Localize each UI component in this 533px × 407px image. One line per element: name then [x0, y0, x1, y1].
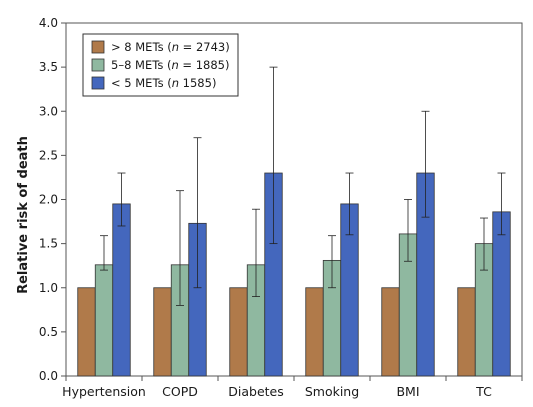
- legend-label: > 8 METs (n = 2743): [111, 40, 230, 54]
- legend-label-n: n: [172, 40, 179, 54]
- legend-label-suffix: = 1885): [179, 58, 230, 72]
- y-tick-label: 2.5: [39, 148, 58, 162]
- legend-label: < 5 METs (n 1585): [111, 76, 216, 90]
- legend-swatch: [91, 76, 105, 90]
- bar: [229, 287, 248, 377]
- x-tick-label: Hypertension: [62, 384, 146, 399]
- legend-label-prefix: < 5 METs (: [111, 76, 172, 90]
- bar: [381, 287, 400, 377]
- bar: [77, 287, 96, 377]
- x-tick-label: Smoking: [305, 384, 359, 399]
- bar: [305, 287, 324, 377]
- legend-label-suffix: = 2743): [179, 40, 230, 54]
- y-tick-label: 1.5: [39, 237, 58, 251]
- bar: [492, 211, 511, 377]
- x-tick-label: BMI: [396, 384, 419, 399]
- y-axis-title: Relative risk of death: [16, 136, 31, 294]
- x-tick-label: Diabetes: [228, 384, 284, 399]
- bar: [457, 287, 476, 377]
- legend: > 8 METs (n = 2743)5–8 METs (n = 1885)< …: [82, 33, 239, 97]
- y-tick-label: 4.0: [39, 16, 58, 30]
- legend-label-prefix: > 8 METs (: [111, 40, 172, 54]
- legend-swatch: [91, 40, 105, 54]
- legend-label-n: n: [171, 58, 178, 72]
- legend-label: 5–8 METs (n = 1885): [111, 58, 229, 72]
- legend-swatch: [91, 58, 105, 72]
- y-tick-label: 0.0: [39, 369, 58, 383]
- legend-box: [82, 33, 239, 97]
- y-tick-label: 3.0: [39, 104, 58, 118]
- y-tick-label: 2.0: [39, 193, 58, 207]
- legend-label-n: n: [172, 76, 179, 90]
- y-tick-label: 1.0: [39, 281, 58, 295]
- y-tick-label: 0.5: [39, 325, 58, 339]
- x-tick-label: TC: [475, 384, 492, 399]
- y-tick-label: 3.5: [39, 60, 58, 74]
- x-tick-label: COPD: [162, 384, 198, 399]
- plot-area: 0.0 0.5 1.0 1.5 2.0 2.5 3.0 3.5 4.0 Hypertension C…: [39, 16, 523, 399]
- bar: [153, 287, 172, 377]
- legend-label-suffix: 1585): [179, 76, 216, 90]
- bar: [112, 203, 131, 377]
- bar: [94, 264, 114, 377]
- legend-label-prefix: 5–8 METs (: [111, 58, 171, 72]
